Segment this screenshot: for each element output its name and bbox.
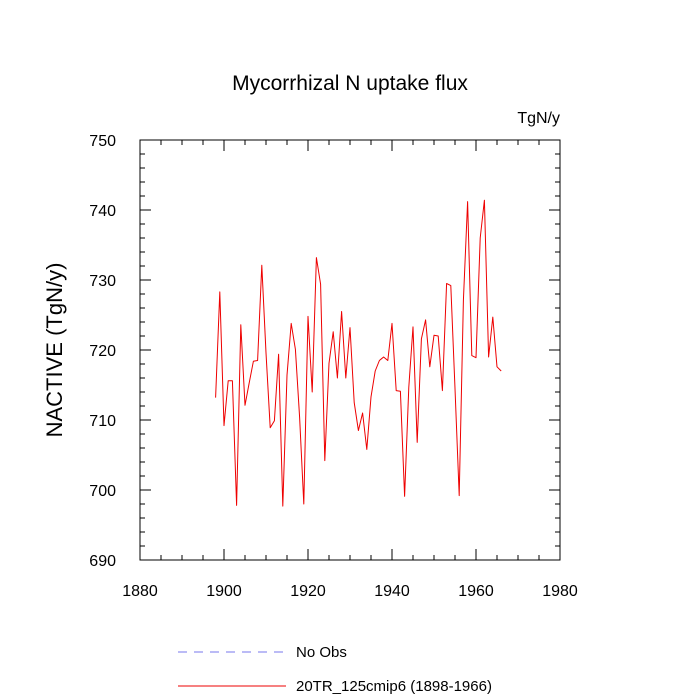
legend: No Obs 20TR_125cmip6 (1898-1966)	[178, 644, 492, 695]
y-tick-label: 700	[89, 483, 116, 500]
x-tick-label: 1940	[374, 583, 410, 600]
legend-label: 20TR_125cmip6 (1898-1966)	[296, 678, 492, 695]
y-tick-label: 740	[89, 203, 116, 220]
y-tick-label: 720	[89, 343, 116, 360]
series-layer	[215, 199, 502, 507]
y-axis-label: NACTIVE (TgN/y)	[42, 263, 67, 438]
x-tick-label: 1920	[290, 583, 326, 600]
y-tick-label: 710	[89, 413, 116, 430]
x-tick-label: 1880	[122, 583, 158, 600]
plot-frame	[139, 139, 561, 561]
x-tick-label: 1900	[206, 583, 242, 600]
x-tick-label: 1960	[458, 583, 494, 600]
y-tick-label: 750	[89, 133, 116, 150]
y-tick-label: 730	[89, 273, 116, 290]
axis-ticks: 1880 1900 1920 1940 1960 1980 690 700 710 720 730 7…	[89, 133, 578, 600]
chart-title: Mycorrhizal N uptake flux	[232, 72, 468, 95]
y-tick-label: 690	[89, 553, 116, 570]
x-tick-label: 1980	[542, 583, 578, 600]
units-label: TgN/y	[517, 110, 560, 127]
legend-label: No Obs	[296, 644, 347, 661]
series-line-1	[215, 199, 502, 507]
